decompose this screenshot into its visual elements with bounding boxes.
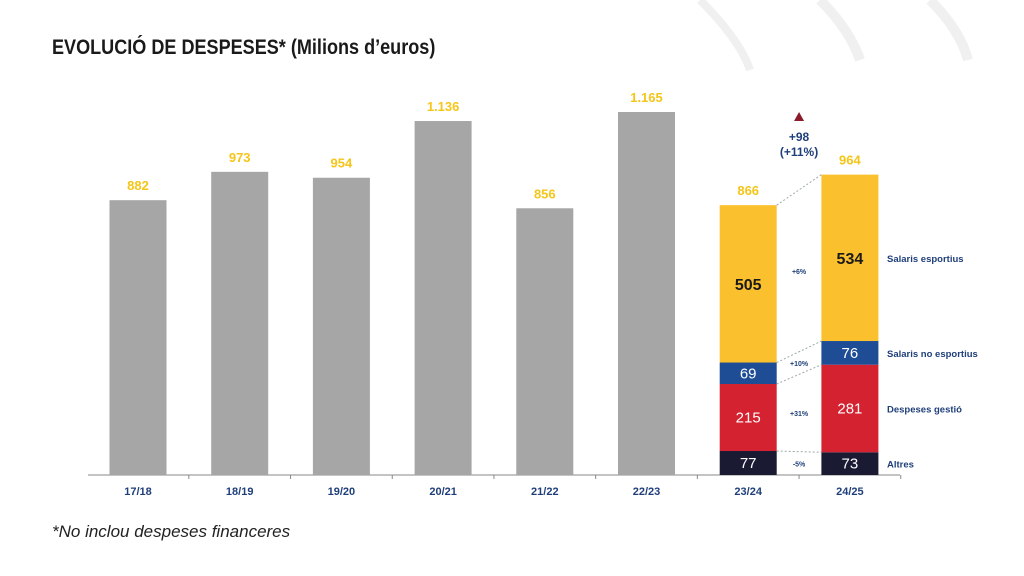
footnote: *No inclou despeses financeres xyxy=(52,522,291,541)
bar xyxy=(516,208,574,475)
segment-change-label: +31% xyxy=(790,411,809,418)
up-triangle-icon xyxy=(794,112,805,121)
bar xyxy=(211,171,269,475)
x-tick-label: 18/19 xyxy=(226,486,254,498)
stack-segment-salaris-no-esportius xyxy=(719,362,777,385)
stack-segment-altres xyxy=(719,451,777,475)
legend-label: Altres xyxy=(887,460,914,471)
stack-segment-altres xyxy=(821,452,879,475)
legend-label: Salaris no esportius xyxy=(887,349,978,360)
stack-segment-salaris-no-esportius xyxy=(821,341,879,365)
x-tick-label: 20/21 xyxy=(429,486,457,498)
segment-change-label: +6% xyxy=(792,269,807,276)
x-tick-label: 19/20 xyxy=(328,486,356,498)
total-label: 856 xyxy=(534,186,556,201)
bar xyxy=(109,200,167,476)
total-label: 954 xyxy=(331,156,353,171)
segment-value-label: 215 xyxy=(736,410,761,427)
x-tick-label: 23/24 xyxy=(734,486,762,498)
x-tick-label: 22/23 xyxy=(633,486,661,498)
total-label: 964 xyxy=(839,153,861,168)
segment-change-label: -5% xyxy=(793,461,806,468)
x-tick-label: 17/18 xyxy=(124,486,152,498)
stack-segment-salaris-esportius xyxy=(719,205,777,363)
bar xyxy=(414,121,472,476)
segment-value-label: 69 xyxy=(740,365,757,382)
segment-value-label: 505 xyxy=(735,277,762,294)
segment-change-label: +10% xyxy=(790,361,809,368)
total-change-abs: +98 xyxy=(789,130,810,144)
connector-line xyxy=(776,340,822,363)
legend-label: Salaris esportius xyxy=(887,254,964,265)
segment-value-label: 281 xyxy=(837,400,862,417)
total-label: 973 xyxy=(229,150,251,165)
x-tick-label: 24/25 xyxy=(836,486,864,498)
bar xyxy=(312,177,370,476)
bar xyxy=(618,112,675,475)
segment-value-label: 534 xyxy=(837,251,864,268)
total-change-pct: (+11%) xyxy=(780,145,818,159)
connector-line xyxy=(776,450,822,453)
segment-value-label: 77 xyxy=(740,455,757,472)
stack-segment-despeses-gestió xyxy=(719,384,777,452)
total-label: 1.136 xyxy=(427,99,460,114)
segment-value-label: 76 xyxy=(842,345,859,362)
stack-segment-despeses-gestió xyxy=(821,364,879,453)
total-label: 866 xyxy=(737,183,759,198)
chart-title: EVOLUCIÓ DE DESPESES* (Milions d’euros) xyxy=(52,36,436,59)
total-label: 882 xyxy=(127,178,149,193)
stack-segment-salaris-esportius xyxy=(821,174,879,342)
connector-line xyxy=(776,364,822,385)
x-tick-label: 21/22 xyxy=(531,486,559,498)
decorative-arc xyxy=(816,0,865,62)
total-label: 1.165 xyxy=(630,90,663,105)
decorative-arc xyxy=(926,0,973,62)
decorative-arc xyxy=(697,0,754,72)
connector-line xyxy=(776,174,822,206)
legend-label: Despeses gestió xyxy=(887,404,962,415)
segment-value-label: 73 xyxy=(842,456,859,473)
